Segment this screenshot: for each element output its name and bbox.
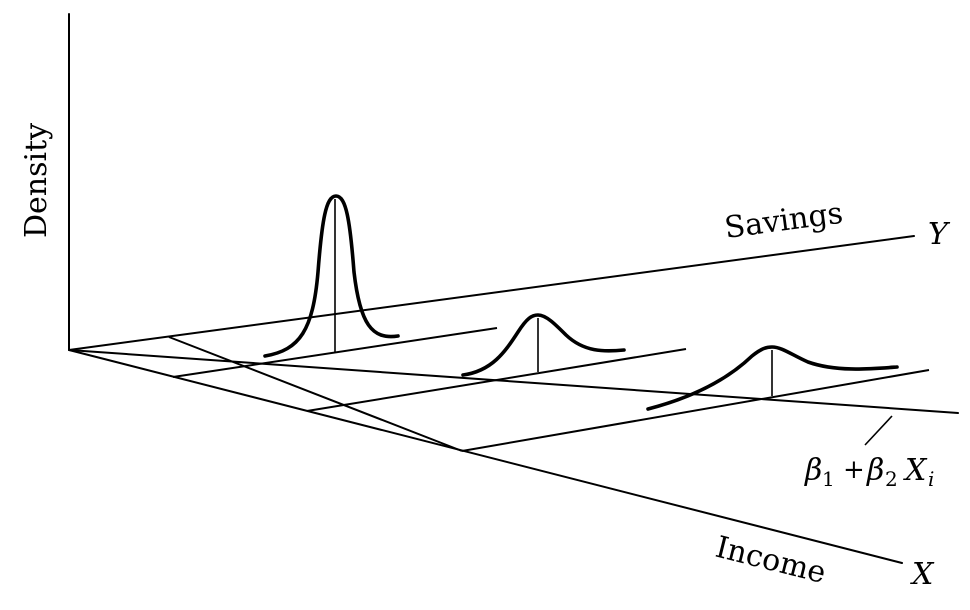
distribution-2 [461,313,626,377]
density-label: Density [19,123,54,238]
distribution-1 [263,194,400,358]
i-subscript: i [928,467,934,491]
regression-formula: β 1 + β 2 X i [804,453,934,491]
x-symbol: X [903,453,928,488]
savings-gridline-1 [168,336,463,452]
beta1-subscript: 1 [822,467,835,491]
beta1-symbol: β [804,453,822,488]
distribution-3 [646,345,899,411]
density-curve-1 [263,194,400,358]
income-symbol: X [910,557,935,592]
beta2-subscript: 2 [885,467,898,491]
income-gridline-3 [461,369,930,452]
density-curve-2 [461,313,626,377]
plus-sign: + [843,455,865,485]
income-gridline-2 [306,348,687,412]
income-gridline-1 [172,327,498,378]
savings-symbol: Y [928,217,951,252]
savings-label: Savings [722,196,844,246]
beta2-symbol: β [866,453,884,488]
income-axis [68,349,903,564]
savings-axis [68,235,915,351]
regression-line [68,349,959,414]
density-curve-3 [646,345,899,411]
regression-pointer [864,415,893,446]
